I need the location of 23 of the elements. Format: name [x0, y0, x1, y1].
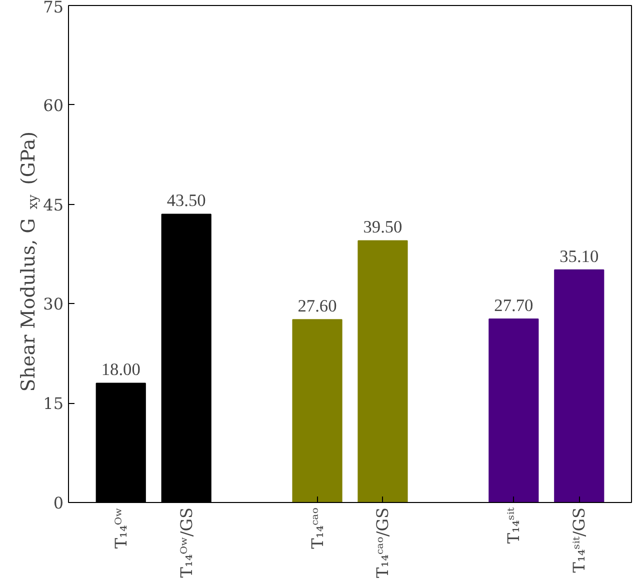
y-tick-label: 75	[43, 0, 64, 16]
data-label: 27.70	[494, 296, 534, 315]
data-label: 35.10	[560, 246, 599, 266]
bar	[292, 319, 342, 502]
data-label: 39.50	[363, 218, 402, 237]
x-tick-label: T₁₄ᶜᵃᵒ	[308, 508, 327, 549]
y-tick-label: 15	[43, 394, 64, 414]
bar	[358, 240, 408, 502]
y-tick-label: 30	[43, 294, 64, 314]
y-tick-label: 0	[53, 494, 64, 512]
y-tick-label: 60	[43, 96, 64, 115]
data-label: 27.60	[298, 296, 337, 316]
y-axis-title: Shear Modulus, Gxy (GPa)	[18, 131, 41, 392]
x-tick-label: T₁₄ᴼʷ/GS	[176, 507, 196, 578]
x-tick-label: T₁₄ˢⁱᵗ	[504, 507, 524, 544]
x-tick-label: T₁₄ᴼʷ	[111, 508, 130, 549]
x-tick-label: T₁₄ˢⁱᵗ/GS	[570, 508, 589, 573]
data-label: 18.00	[101, 360, 140, 380]
x-tick-label: T₁₄ᶜᵃᵒ/GS	[373, 507, 392, 578]
data-label: 43.50	[166, 191, 206, 210]
y-tick-label: 45	[43, 195, 64, 214]
bar	[554, 269, 604, 502]
bar	[488, 318, 539, 502]
